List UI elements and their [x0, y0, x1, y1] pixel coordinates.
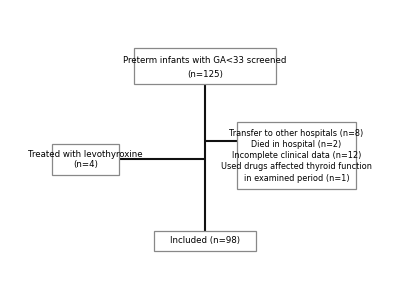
- Text: (n=4): (n=4): [73, 160, 98, 169]
- Bar: [134, 48, 276, 84]
- Text: (n=125): (n=125): [187, 70, 223, 79]
- Text: Preterm infants with GA<33 screened: Preterm infants with GA<33 screened: [123, 56, 287, 65]
- Text: Incomplete clinical data (n=12): Incomplete clinical data (n=12): [232, 151, 361, 160]
- Bar: [237, 122, 356, 189]
- Text: in examined period (n=1): in examined period (n=1): [244, 174, 349, 183]
- Bar: [154, 231, 256, 251]
- Bar: [52, 144, 119, 175]
- Text: Died in hospital (n=2): Died in hospital (n=2): [251, 140, 342, 149]
- Text: Treated with levothyroxine: Treated with levothyroxine: [28, 150, 143, 159]
- Text: Used drugs affected thyroid function: Used drugs affected thyroid function: [221, 163, 372, 171]
- Text: Transfer to other hospitals (n=8): Transfer to other hospitals (n=8): [229, 129, 364, 138]
- Text: Included (n=98): Included (n=98): [170, 237, 240, 245]
